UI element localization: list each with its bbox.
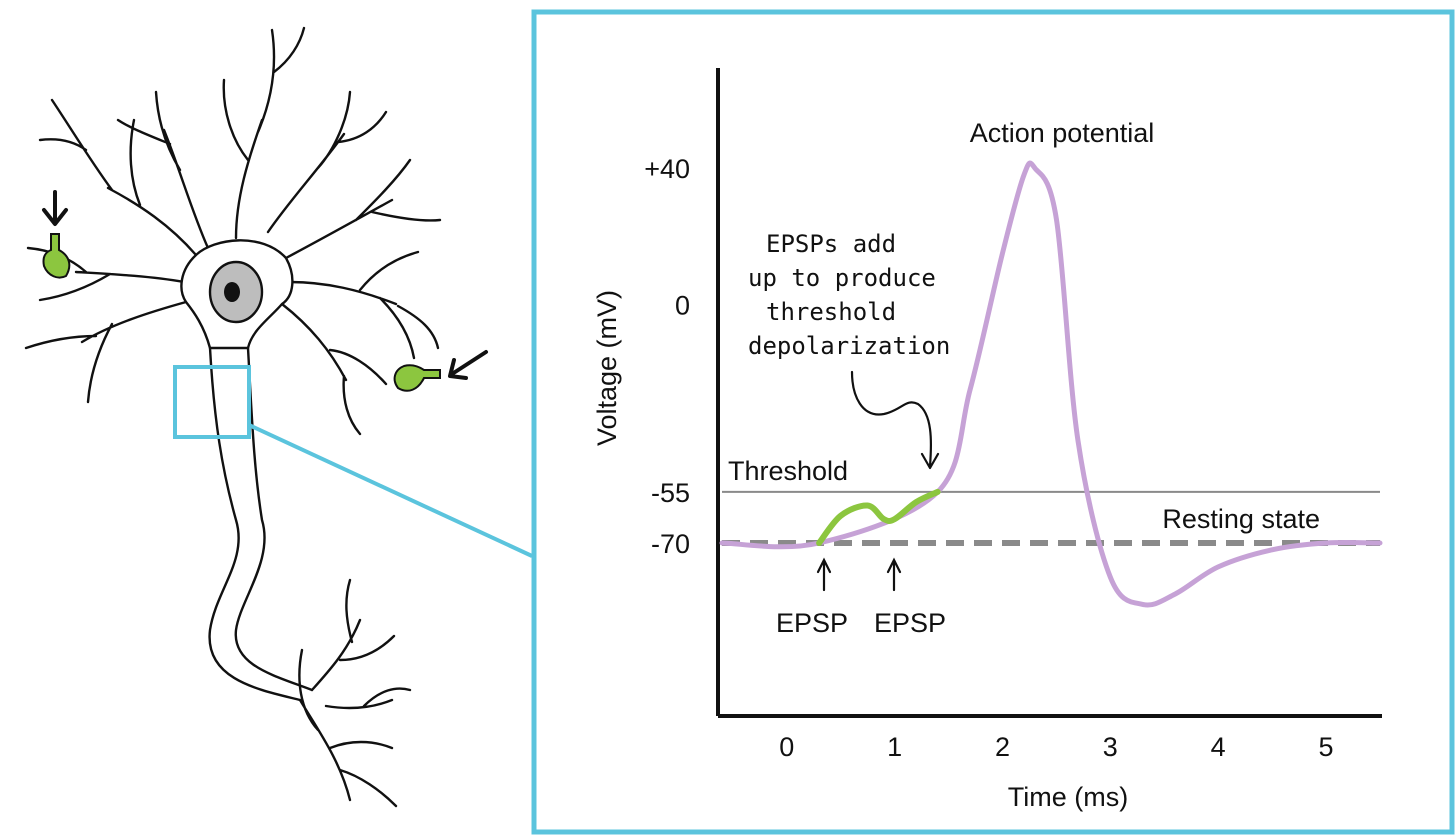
zoom-connector	[248, 423, 533, 558]
arrow-up-icon	[886, 557, 902, 592]
threshold-label: Threshold	[728, 456, 848, 486]
synapse-right	[393, 364, 441, 392]
dendrite-tree	[24, 26, 442, 436]
x-tick-label: 0	[779, 732, 794, 762]
note-line: depolarization	[748, 332, 950, 360]
arrow-left-icon	[448, 350, 488, 380]
chart-frame	[531, 9, 1455, 835]
arrow-up-icon	[816, 557, 832, 592]
nucleus	[208, 260, 264, 324]
y-tick-labels: +40 0 -55 -70	[644, 154, 690, 559]
note-line: threshold	[766, 298, 896, 326]
axon-terminals	[298, 578, 412, 808]
y-tick-label: -70	[651, 529, 690, 559]
chart-axes	[716, 68, 1382, 718]
membrane-potential-curve	[719, 160, 1383, 608]
y-tick-label: -55	[651, 478, 690, 508]
x-tick-labels: 0 1 2 3 4 5	[779, 732, 1333, 762]
x-tick-label: 4	[1211, 732, 1226, 762]
note-line: up to produce	[748, 264, 936, 292]
note-annotation: EPSPs add up to produce threshold depola…	[748, 230, 950, 470]
synapse-left	[42, 233, 71, 279]
epsp-curve	[816, 488, 941, 546]
note-arrow	[850, 370, 940, 470]
x-tick-label: 1	[887, 732, 902, 762]
y-axis-label: Voltage (mV)	[592, 290, 622, 446]
y-tick-label: 0	[675, 290, 690, 320]
note-line: EPSPs add	[766, 230, 896, 258]
neuron-illustration	[24, 26, 442, 808]
epsp-markers: EPSP EPSP	[776, 557, 946, 638]
resting-state-label: Resting state	[1162, 504, 1320, 534]
epsp-label: EPSP	[874, 608, 946, 638]
x-tick-label: 2	[995, 732, 1010, 762]
arrow-down-icon	[42, 190, 68, 226]
x-tick-label: 3	[1103, 732, 1118, 762]
y-tick-label: +40	[644, 154, 690, 184]
x-axis-label: Time (ms)	[1008, 782, 1128, 812]
axon	[208, 346, 314, 702]
action-potential-label: Action potential	[970, 118, 1155, 148]
zoom-box	[173, 365, 251, 439]
x-tick-label: 5	[1319, 732, 1334, 762]
nucleolus	[224, 282, 240, 302]
epsp-label: EPSP	[776, 608, 848, 638]
